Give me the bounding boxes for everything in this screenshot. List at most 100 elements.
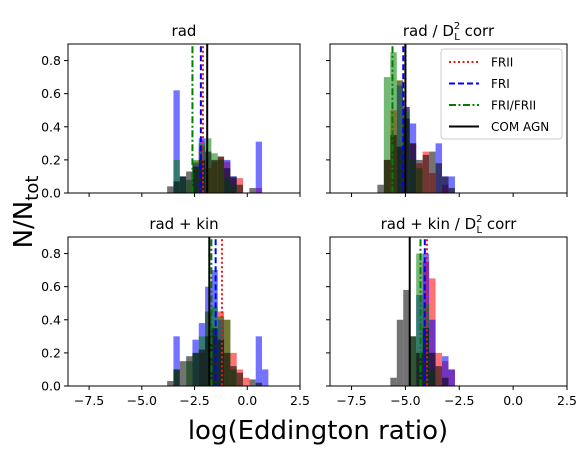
histogram-bar (422, 328, 430, 386)
series-com-agn (390, 289, 449, 386)
histogram-bar (230, 366, 237, 386)
histogram-bar (448, 176, 455, 193)
x-tick-label: −7.5 (74, 393, 104, 408)
y-tick-label: 0.2 (41, 345, 61, 360)
series-com-agn (377, 118, 455, 193)
histogram-bar (173, 181, 180, 193)
x-tick-label: −5.0 (127, 393, 157, 408)
panel-title-suffix: corr (482, 215, 517, 233)
y-axis-label-main: N/N (9, 201, 39, 249)
y-tick-label: 0.4 (41, 119, 61, 134)
histogram-bar (167, 186, 174, 193)
legend-box (440, 48, 563, 140)
y-tick-label: 0.4 (41, 312, 61, 327)
histogram-bar (435, 163, 443, 193)
histogram-bar (396, 146, 404, 193)
histogram-bar (217, 156, 225, 193)
series-com-agn (167, 328, 263, 386)
histogram-bar (173, 369, 180, 386)
histogram-bar (205, 336, 212, 386)
panel-2: rad / D2 L corr FRII FRI FRI/FRII COM AGN (326, 21, 568, 197)
histogram-bar (179, 361, 187, 386)
histogram-bar (383, 159, 391, 193)
panel-title-main: rad / D (403, 22, 454, 40)
histogram-bar (173, 159, 180, 193)
panel-title: rad / D2 L corr (403, 21, 495, 43)
y-tick-label: 0.8 (41, 246, 61, 261)
panel-title-sup: 2 (476, 214, 482, 225)
histogram-bar (442, 377, 449, 386)
axes-frame (67, 236, 301, 387)
legend: FRII FRI FRI/FRII COM AGN (440, 48, 563, 140)
panel-title: rad + kin / D2 L corr (381, 214, 518, 236)
histogram-bar (186, 171, 193, 193)
histogram-bar (448, 369, 455, 386)
histogram-bar (173, 336, 180, 386)
x-tick-label: 2.5 (290, 393, 310, 408)
histogram-bar (224, 352, 231, 386)
histogram-bar (422, 154, 430, 193)
histogram-bar (211, 328, 218, 386)
y-tick-label: 0.6 (41, 279, 61, 294)
x-tick-label: −7.5 (336, 393, 366, 408)
histogram-bar (236, 184, 244, 193)
histogram-bar (167, 381, 174, 386)
histogram-bar (198, 349, 206, 386)
histogram-bar (224, 168, 231, 193)
histogram-bar (377, 184, 384, 193)
y-tick-label: 0.6 (41, 86, 61, 101)
histogram-bar (173, 90, 180, 193)
panel-title-sub: L (477, 225, 483, 236)
y-tick-label: 0.0 (41, 379, 61, 394)
legend-label: COM AGN (491, 120, 549, 134)
histogram-bar (192, 166, 199, 193)
histogram-bar (390, 135, 397, 193)
legend-label: FRII (491, 56, 513, 70)
panel-1: 0.0 0.2 0.4 0.6 0.8 rad (41, 22, 301, 201)
histogram-bar (205, 151, 212, 193)
histogram-bar (390, 377, 397, 386)
histogram-bar (409, 336, 417, 386)
histogram-bar (383, 77, 391, 193)
histogram-bar (442, 176, 449, 193)
histogram-bar (416, 253, 423, 386)
histogram-bar (409, 143, 417, 193)
y-tick-label: 0.0 (41, 186, 61, 201)
histogram-bar (403, 289, 410, 386)
histogram-bar (448, 188, 455, 193)
x-tick-label: 0.0 (237, 393, 257, 408)
histogram-bar (198, 159, 206, 193)
histogram-bar (429, 352, 436, 386)
histogram-bar (179, 176, 187, 193)
x-tick-label: −2.5 (444, 393, 474, 408)
legend-label: FRI/FRII (491, 99, 536, 113)
histogram-bar (255, 141, 263, 193)
histogram-bar (435, 366, 443, 386)
x-tick-label: −5.0 (390, 393, 420, 408)
axes-frame (67, 43, 301, 194)
panel-title-sub: L (454, 32, 460, 43)
panel-3: −7.5 −5.0 −2.5 0.0 2.5 0.0 0.2 0.4 0.6 0.8 rad + k… (41, 215, 310, 408)
histogram-bar (255, 382, 263, 386)
panel-title-main: rad + kin / D (381, 215, 477, 233)
axes-frame (329, 43, 568, 194)
histogram-bar (396, 319, 404, 386)
histogram-bar (243, 377, 250, 386)
axes-frame (329, 236, 568, 387)
histogram-bar (236, 372, 244, 386)
x-tick-label: −2.5 (179, 393, 209, 408)
histogram-bar (217, 339, 225, 386)
histogram-bar (192, 352, 199, 386)
x-tick-label: 2.5 (557, 393, 577, 408)
panel-4: −7.5 −5.0 −2.5 0.0 2.5 rad + kin / D2 L corr (326, 214, 577, 408)
panel-title-main: rad + kin (149, 215, 218, 233)
histogram-bar (429, 151, 436, 193)
series-com-agn (167, 151, 256, 193)
panel-title-sup: 2 (454, 21, 460, 32)
histogram-bar (403, 118, 410, 193)
panel-title: rad (172, 22, 197, 40)
histogram-bar (249, 188, 256, 193)
histogram-bar (249, 379, 256, 386)
